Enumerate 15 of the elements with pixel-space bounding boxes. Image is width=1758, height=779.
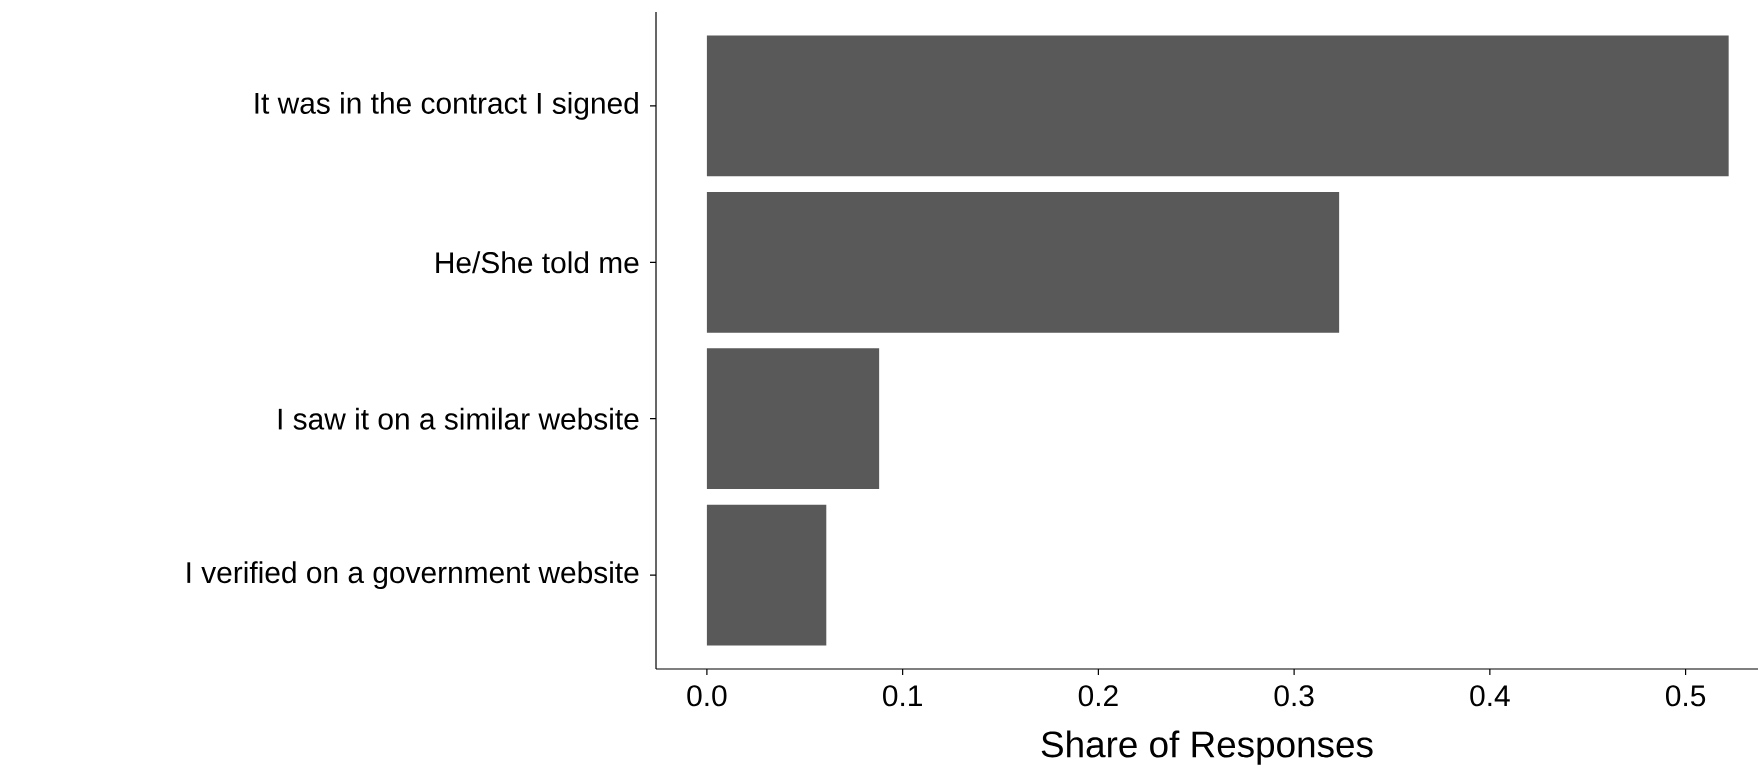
- x-tick-label: 0.1: [883, 685, 922, 707]
- y-tick-label: He/She told me: [436, 251, 639, 274]
- y-tick-label: It was in the contract I signed: [255, 91, 638, 120]
- y-tick-label: I saw it on a similar website: [278, 407, 639, 430]
- x-axis-title: Share of Responses: [1041, 730, 1373, 765]
- x-tick-label: 0.3: [1274, 685, 1314, 707]
- bar: [706, 348, 880, 490]
- bar: [706, 504, 827, 646]
- x-tick-label: 0.2: [1078, 685, 1118, 707]
- bar: [706, 35, 1729, 177]
- bar: [706, 191, 1340, 333]
- x-tick-label: 0.0: [687, 685, 727, 707]
- y-tick-label: I verified on a government website: [187, 561, 639, 590]
- x-tick-label: 0.4: [1470, 685, 1510, 707]
- x-tick-label: 0.5: [1666, 685, 1706, 707]
